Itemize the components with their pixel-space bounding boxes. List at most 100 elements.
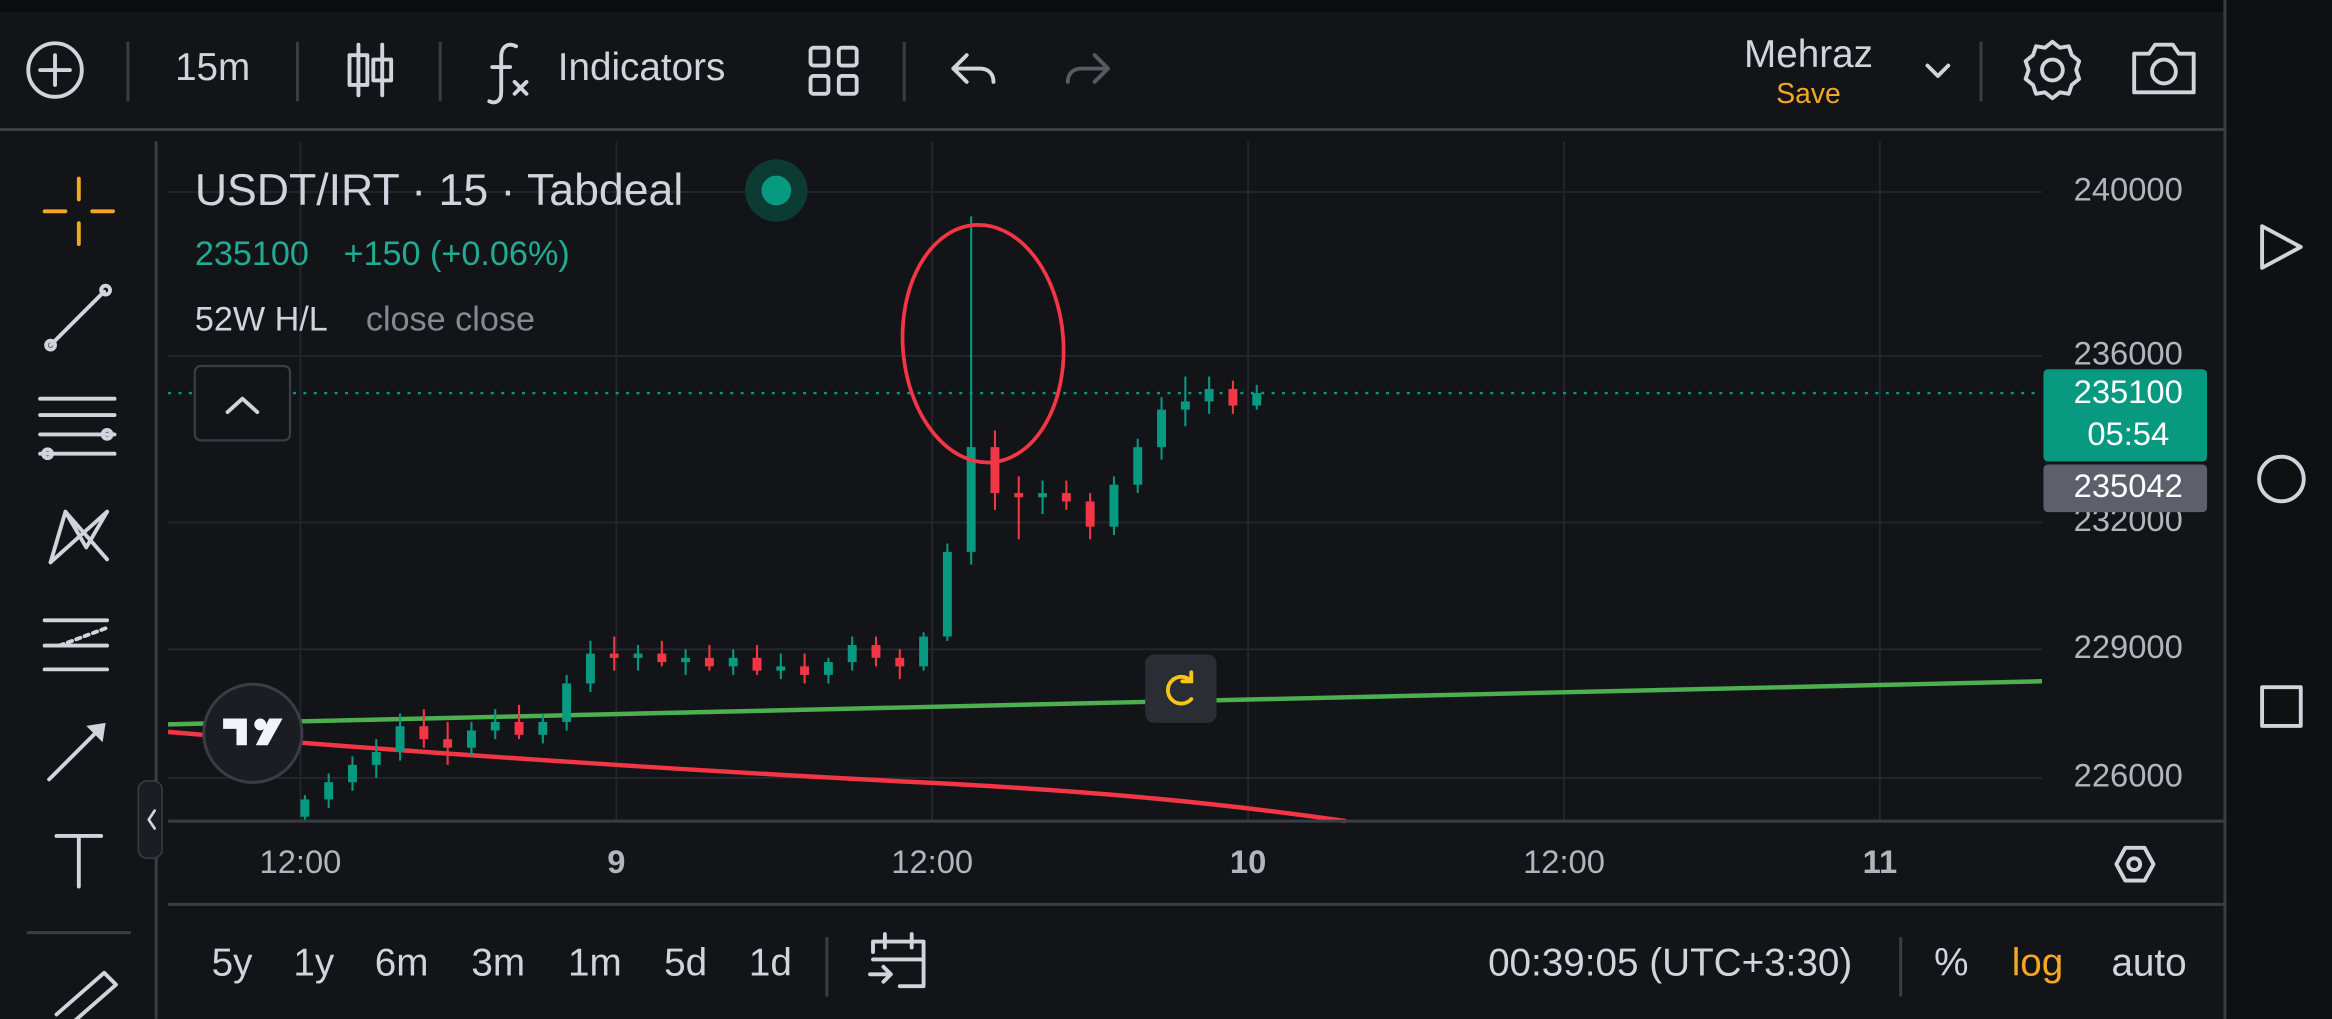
reset-chart-button[interactable] xyxy=(1145,654,1217,723)
y-tick-label: 240000 xyxy=(2074,171,2183,208)
candle-body xyxy=(871,645,881,658)
clock[interactable]: 00:39:05 (UTC+3:30) xyxy=(1488,942,1852,985)
bar-countdown: 05:54 xyxy=(2087,415,2169,452)
second-price-badge xyxy=(2043,464,2208,513)
forecast-tool[interactable] xyxy=(42,618,110,672)
candle-body xyxy=(419,726,429,740)
redo-button[interactable] xyxy=(1065,53,1110,84)
layout-menu[interactable] xyxy=(1925,63,1951,78)
save-button[interactable]: Save xyxy=(1776,77,1840,109)
candle-body xyxy=(657,653,667,663)
nav-home[interactable] xyxy=(2257,454,2306,504)
candle-body xyxy=(371,752,381,765)
axis-settings-button[interactable] xyxy=(2114,845,2156,883)
y-tick-label: 226000 xyxy=(2074,756,2183,793)
circle-annotation xyxy=(900,222,1066,465)
arrow-tool[interactable] xyxy=(47,722,106,782)
indicators-button[interactable]: Indicators xyxy=(487,42,726,105)
add-symbol-button[interactable] xyxy=(26,41,84,99)
candle-body xyxy=(1133,447,1143,485)
candle-body xyxy=(1109,484,1119,527)
candle-body xyxy=(942,551,952,637)
candle-body xyxy=(919,636,929,667)
indicator-name: 52W H/L xyxy=(195,300,328,338)
candle-body xyxy=(324,782,334,800)
range-button[interactable]: 1m xyxy=(568,942,622,985)
x-tick-label: 12:00 xyxy=(260,843,342,880)
last-price-label: 235100 xyxy=(2074,373,2183,410)
layouts-button[interactable] xyxy=(808,45,859,96)
candle-body xyxy=(823,662,833,675)
auto-toggle[interactable]: auto xyxy=(2111,942,2186,985)
go-to-date-button[interactable] xyxy=(868,932,926,989)
candle-body xyxy=(443,739,453,748)
candle-body xyxy=(681,657,691,663)
candle-body xyxy=(847,645,857,663)
percent-toggle[interactable]: % xyxy=(1934,942,1968,985)
pattern-tool[interactable] xyxy=(48,509,110,565)
candle-body xyxy=(395,726,405,753)
nav-bar xyxy=(2224,0,2332,1019)
ruler-tool[interactable] xyxy=(54,970,118,1019)
chart-type-button[interactable] xyxy=(347,42,394,98)
x-tick-label: 11 xyxy=(1863,843,1898,880)
candle-body xyxy=(490,721,500,731)
y-tick-label: 236000 xyxy=(2074,334,2183,371)
price-axis: 24000023600023200022900022600023510005:5… xyxy=(2043,171,2208,793)
indicators-label: Indicators xyxy=(558,46,726,89)
settings-button[interactable] xyxy=(2023,39,2082,101)
market-status xyxy=(761,175,792,206)
candle-body xyxy=(966,447,976,552)
range-button[interactable]: 3m xyxy=(471,942,525,985)
trend-line-tool[interactable] xyxy=(44,283,112,352)
x-tick-label: 12:00 xyxy=(1523,843,1605,880)
crosshair-tool[interactable] xyxy=(42,176,115,246)
candle-body xyxy=(1061,493,1071,502)
second-price-label: 235042 xyxy=(2074,467,2183,504)
candle-body xyxy=(1014,493,1024,498)
range-button[interactable]: 1y xyxy=(293,942,334,985)
candle-body xyxy=(776,666,786,671)
candle-body xyxy=(1204,388,1214,402)
tradingview-logo[interactable] xyxy=(202,682,304,784)
symbol-title[interactable]: USDT/IRT · 15 · Tabdeal xyxy=(195,166,683,215)
nav-back[interactable] xyxy=(2260,224,2303,270)
candle-body xyxy=(704,657,714,667)
undo-button[interactable] xyxy=(951,53,996,84)
range-button[interactable]: 1d xyxy=(749,942,792,985)
candle-body xyxy=(1252,393,1262,406)
moving-average-line xyxy=(168,679,2043,727)
candle-body xyxy=(585,653,595,684)
layout-name[interactable]: Mehraz xyxy=(1744,33,1873,76)
candle-body xyxy=(562,683,572,722)
interval-button[interactable]: 15m xyxy=(175,46,250,89)
range-bar: 5y 1y 6m 3m 1m 5d 1d xyxy=(212,942,792,985)
candle-body xyxy=(1157,409,1166,448)
candle-body xyxy=(609,653,619,658)
candle-body xyxy=(466,730,476,748)
x-tick-label: 10 xyxy=(1230,843,1266,880)
log-toggle[interactable]: log xyxy=(2012,942,2064,985)
indicator-values: close close xyxy=(366,300,535,338)
candle-body xyxy=(538,721,548,735)
text-tool[interactable] xyxy=(54,834,104,889)
nav-recents[interactable] xyxy=(2260,685,2303,728)
x-tick-label: 12:00 xyxy=(891,843,973,880)
grid xyxy=(168,141,2042,822)
collapse-legend-button[interactable] xyxy=(193,364,292,442)
candle-body xyxy=(800,666,810,675)
candle-body xyxy=(1228,388,1238,406)
candle-body xyxy=(990,447,1000,494)
range-button[interactable]: 5y xyxy=(212,942,253,985)
candle-body xyxy=(514,721,524,735)
candle-body xyxy=(1180,401,1190,410)
range-button[interactable]: 6m xyxy=(375,942,429,985)
snapshot-button[interactable] xyxy=(2132,42,2196,95)
fib-tool[interactable] xyxy=(38,396,117,461)
range-button[interactable]: 5d xyxy=(664,942,707,985)
collapse-toolbar-tab[interactable] xyxy=(137,780,163,860)
candle-body xyxy=(633,653,643,658)
top-toolbar: 15m Indicators Mehraz Save xyxy=(26,33,2196,109)
